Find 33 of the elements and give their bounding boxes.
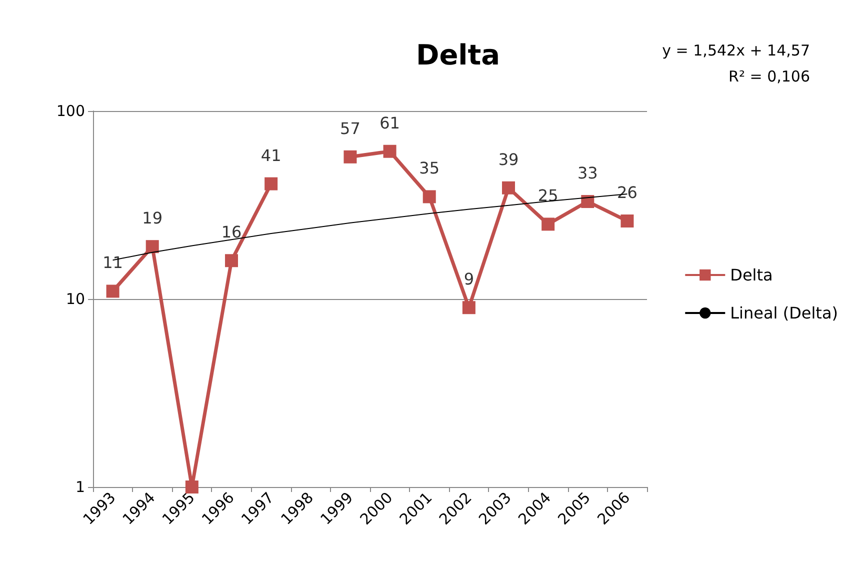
point xyxy=(620,214,634,228)
point xyxy=(422,190,436,204)
point xyxy=(106,284,120,298)
point xyxy=(383,144,396,158)
chart-title: Delta xyxy=(416,38,500,72)
data-label: 39 xyxy=(498,150,519,169)
y-tick-label: 100 xyxy=(56,102,85,120)
legend-label: Delta xyxy=(730,266,773,284)
point xyxy=(344,150,357,164)
data-label: 61 xyxy=(380,113,400,132)
point xyxy=(462,301,476,314)
data-label: 41 xyxy=(260,146,282,165)
text: y = 1,542x + 14,57 xyxy=(662,42,810,60)
data-label: 19 xyxy=(142,208,163,228)
y-tick-label: 1 xyxy=(75,478,85,496)
text: R² = 0,106 xyxy=(728,68,810,86)
point xyxy=(264,177,278,190)
point xyxy=(502,181,515,194)
point xyxy=(146,240,159,254)
y-tick-label: 10 xyxy=(66,290,85,308)
point xyxy=(581,195,594,208)
legend-label: Lineal (Delta) xyxy=(730,304,838,322)
data-label: 16 xyxy=(221,222,242,242)
data-label: 11 xyxy=(102,253,123,272)
data-label: 57 xyxy=(340,118,360,138)
data-label: 33 xyxy=(577,164,598,183)
data-label: 25 xyxy=(538,186,558,206)
point xyxy=(225,254,238,268)
data-label: 9 xyxy=(464,270,474,289)
point xyxy=(185,480,198,494)
data-label: 35 xyxy=(419,158,440,178)
point xyxy=(542,218,555,231)
data-label: 26 xyxy=(617,182,638,202)
